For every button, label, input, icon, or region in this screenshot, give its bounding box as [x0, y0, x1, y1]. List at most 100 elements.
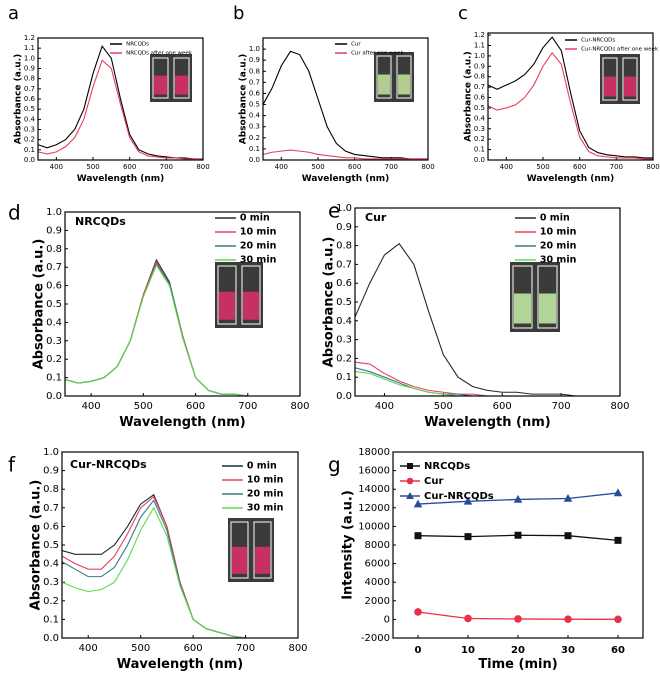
y-tick-label: 16000	[358, 466, 390, 477]
series-line	[487, 51, 653, 160]
cuvette	[230, 521, 249, 579]
cuvette	[217, 265, 237, 325]
marker	[464, 614, 472, 623]
x-tick-label: 600	[493, 401, 512, 412]
y-tick-label: 12000	[358, 503, 390, 514]
x-tick-label: 400	[500, 163, 513, 171]
y-tick-label: 10000	[358, 521, 390, 532]
y-tick-label: 0.9	[24, 65, 35, 73]
y-tick-label: 0.3	[474, 125, 485, 133]
marker	[413, 499, 423, 508]
panel-letter: d	[8, 201, 21, 225]
legend-label: 10 min	[540, 227, 577, 238]
y-tick-label: 0.1	[24, 146, 35, 154]
x-tick-label: 30	[561, 645, 575, 656]
y-tick-label: 6000	[365, 559, 390, 570]
x-tick-label: 500	[131, 643, 150, 654]
cuvette-liquid	[378, 74, 390, 95]
y-axis-label: Absorbance (a.u.)	[32, 239, 47, 370]
marker	[564, 532, 572, 540]
y-tick-label: 1.0	[474, 52, 485, 60]
legend-marker	[406, 492, 414, 499]
cuvette-liquid	[232, 546, 247, 574]
marker	[514, 531, 522, 539]
y-tick-label: 0.7	[46, 262, 62, 273]
y-tick-label: 0.5	[249, 101, 260, 109]
legend-marker	[406, 477, 414, 485]
cuvette	[602, 57, 618, 101]
x-axis-label: Wavelength (nm)	[77, 174, 165, 184]
y-tick-label: 0.5	[24, 105, 35, 113]
x-axis-label: Wavelength (nm)	[117, 657, 243, 672]
cuvette-liquid	[398, 74, 410, 95]
legend-label: Cur after one week	[351, 51, 404, 57]
legend-label: 20 min	[247, 489, 284, 500]
y-tick-label: 0.7	[24, 85, 35, 93]
y-tick-label: 0.7	[249, 78, 260, 86]
x-axis-label: Wavelength (nm)	[302, 174, 390, 184]
y-tick-label: 0	[384, 614, 390, 625]
cuvette-liquid	[175, 75, 188, 95]
plot-frame	[487, 32, 654, 161]
legend-label: 0 min	[240, 213, 270, 224]
y-tick-label: 0.5	[474, 104, 485, 112]
y-tick-label: 0.9	[474, 62, 485, 70]
x-tick-label: 600	[348, 163, 361, 171]
x-tick-label: 700	[236, 643, 255, 654]
plot-frame	[262, 37, 429, 161]
x-tick-label: 600	[123, 163, 136, 171]
y-tick-label: 1.1	[24, 44, 35, 52]
marker	[464, 533, 472, 541]
cuvette	[512, 265, 533, 329]
y-tick-label: 8000	[365, 540, 390, 551]
x-tick-label: 20	[511, 645, 525, 656]
panel: g -2000 0 2000 4000 6000 8000 10000 12000 14000 16…	[328, 447, 644, 672]
y-tick-label: 2000	[365, 596, 390, 607]
panel-letter: f	[8, 453, 16, 477]
x-tick-label: 800	[196, 163, 209, 171]
panel: c 0.0 0.1 0.2 0.3 0.4 0.5 0.6 0.7 0.8 0.9 1.0 1.1 1.2…	[458, 3, 660, 184]
y-tick-label: 0.1	[474, 146, 485, 154]
series-line	[354, 242, 620, 397]
x-tick-label: 800	[646, 163, 659, 171]
panel-letter: a	[8, 3, 19, 24]
plot-frame	[354, 207, 621, 397]
cuvette	[152, 57, 169, 99]
x-tick-label: 800	[421, 163, 434, 171]
x-tick-label: 400	[79, 643, 98, 654]
x-tick-label: 800	[610, 401, 629, 412]
x-tick-label: 400	[275, 163, 288, 171]
y-tick-label: 0.1	[336, 372, 352, 383]
y-tick-label: 0.4	[24, 115, 36, 123]
y-tick-label: 0.0	[336, 391, 352, 402]
annotation: NRCQDs	[75, 215, 126, 228]
x-tick-label: 800	[290, 401, 309, 412]
legend-label: Cur-NRCQDs	[424, 491, 494, 502]
y-tick-label: 1.1	[474, 41, 485, 49]
y-tick-label: 18000	[358, 447, 390, 458]
x-tick-label: 700	[552, 401, 571, 412]
y-tick-label: 0.6	[46, 281, 62, 292]
panel-letter: e	[328, 199, 340, 223]
y-tick-label: 0.5	[46, 299, 62, 310]
y-tick-label: 0.6	[24, 95, 36, 103]
y-tick-label: 0.8	[43, 484, 59, 495]
panel: a 0.0 0.1 0.2 0.3 0.4 0.5 0.6 0.7 0.8 0.9 1.0 1.1 1.2…	[8, 3, 210, 184]
panel: f 0.0 0.1 0.2 0.3 0.4 0.5 0.6 0.7 0.8 0.9 1.0 400 500…	[8, 447, 308, 672]
x-tick-label: 700	[610, 163, 623, 171]
x-tick-label: 600	[184, 643, 203, 654]
cuvette-liquid	[219, 291, 235, 320]
y-tick-label: 0.3	[46, 336, 62, 347]
y-tick-label: 0.4	[46, 317, 62, 328]
x-tick-label: 0	[415, 645, 422, 656]
cuvette	[622, 57, 638, 101]
panel-letter: c	[458, 3, 468, 24]
x-tick-label: 600	[573, 163, 586, 171]
legend-label: 0 min	[540, 213, 570, 224]
y-tick-label: 0.8	[46, 244, 62, 255]
y-tick-label: 0.5	[43, 540, 59, 551]
series-line	[64, 262, 300, 397]
y-tick-label: 0.2	[474, 135, 485, 143]
y-tick-label: 1.0	[249, 45, 260, 53]
legend-label: NRCQDs	[424, 461, 470, 472]
